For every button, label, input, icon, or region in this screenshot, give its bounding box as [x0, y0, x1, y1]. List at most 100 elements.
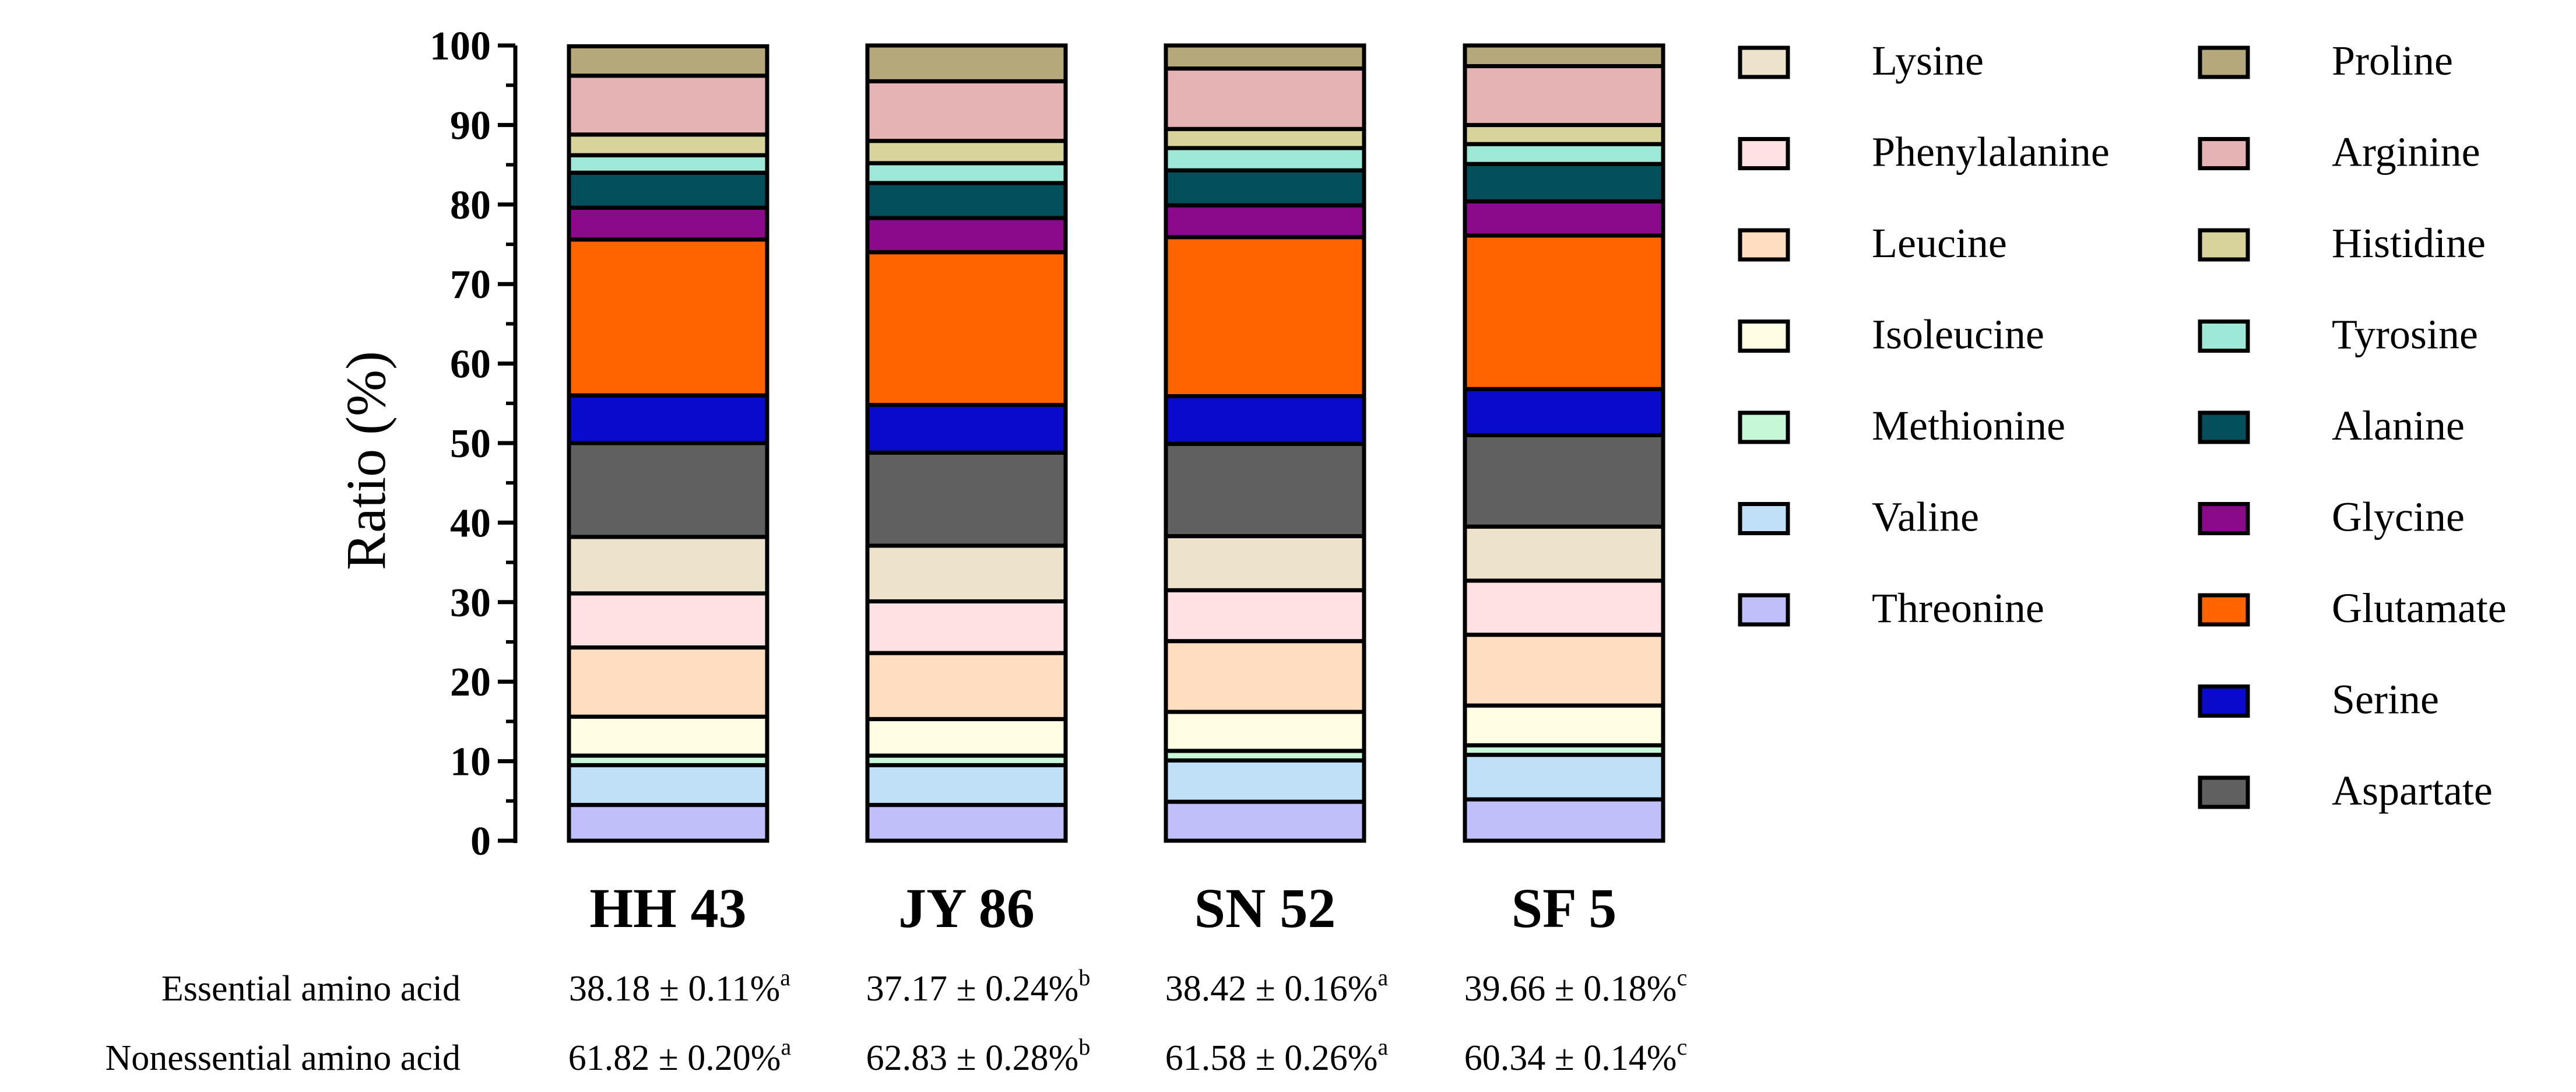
bar-segment-sf-5-alanine [1463, 161, 1665, 203]
stat-value: 38.42 ± 0.16%a [1165, 964, 1389, 1009]
category-label-hh-43: HH 43 [589, 877, 746, 939]
bar-segment-hh-43-arginine [567, 73, 769, 137]
legend-label-alanine: Alanine [2332, 402, 2465, 449]
bar-segment-hh-43-valine [567, 763, 769, 807]
bar-segment-sf-5-glutamate [1463, 233, 1665, 391]
bar-segment-sf-5-aspartate [1463, 433, 1665, 529]
legend-label-aspartate: Aspartate [2332, 767, 2493, 814]
bar-segment-sn-52-proline [1164, 43, 1366, 71]
bar-segment-sf-5-leucine [1463, 633, 1665, 708]
legend-label-phenylalanine: Phenylalanine [1872, 129, 2110, 175]
bar-segment-sn-52-glycine [1164, 203, 1366, 240]
stat-value: 38.18 ± 0.11%a [569, 964, 790, 1009]
bar-segment-sf-5-serine [1463, 387, 1665, 437]
bar-segment-sf-5-isoleucine [1463, 703, 1665, 747]
legend-swatch-isoleucine [1738, 319, 1790, 353]
bar-segment-sf-5-phenylalanine [1463, 578, 1665, 637]
legend-label-arginine: Arginine [2332, 129, 2480, 175]
y-tick-label: 100 [430, 24, 491, 69]
bar-segment-sn-52-serine [1164, 394, 1366, 446]
bar-segment-hh-43-glycine [567, 205, 769, 242]
y-tick-label: 10 [450, 740, 491, 785]
bar-segment-hh-43-tyrosine [567, 153, 769, 175]
legend-swatch-valine [1738, 502, 1790, 535]
legend-label-leucine: Leucine [1872, 220, 2007, 266]
bar-segment-jy-86-proline [865, 43, 1068, 83]
bar-segment-sf-5-tyrosine [1463, 142, 1665, 166]
stat-value: 61.82 ± 0.20%a [568, 1034, 792, 1078]
bar-segment-sn-52-histidine [1164, 127, 1366, 150]
bar-segment-hh-43-lysine [567, 535, 769, 596]
bar-segment-jy-86-arginine [865, 79, 1068, 143]
y-axis-label: Ratio (%) [335, 351, 397, 570]
legend-label-serine: Serine [2332, 676, 2439, 723]
bar-segment-sn-52-valine [1164, 758, 1366, 804]
bar-segment-jy-86-leucine [865, 651, 1068, 721]
legend-swatch-leucine [1738, 228, 1790, 262]
bar-segment-jy-86-glycine [865, 216, 1068, 255]
legend-swatch-tyrosine [2198, 319, 2250, 353]
legend-swatch-glycine [2198, 502, 2250, 535]
bar-segment-hh-43-phenylalanine [567, 591, 769, 650]
legend-label-glutamate: Glutamate [2332, 585, 2507, 631]
bar-segment-hh-43-serine [567, 393, 769, 445]
bar-segment-sn-52-phenylalanine [1164, 588, 1366, 644]
legend: Lysine Phenylalanine Leucine Isoleucine Meth… [1738, 37, 2507, 814]
legend-swatch-glutamate [2198, 593, 2250, 627]
summary-stats: Essential amino acid 38.18 ± 0.11%a 37.17 … [106, 964, 1688, 1078]
legend-swatch-aspartate [2198, 775, 2250, 809]
category-labels: HH 43 JY 86 SN 52 SF 5 [589, 877, 1616, 939]
category-label-sf-5: SF 5 [1512, 877, 1616, 939]
category-label-sn-52: SN 52 [1194, 877, 1336, 939]
bar-segment-sn-52-lysine [1164, 534, 1366, 592]
legend-label-threonine: Threonine [1872, 585, 2044, 631]
y-tick-label: 60 [450, 342, 491, 387]
bar-segment-hh-43-alanine [567, 170, 769, 210]
bar-segment-hh-43-aspartate [567, 441, 769, 539]
category-label-jy-86: JY 86 [898, 877, 1035, 939]
legend-label-histidine: Histidine [2332, 220, 2486, 266]
bar-segment-sn-52-tyrosine [1164, 146, 1366, 173]
y-tick-label: 0 [470, 819, 491, 864]
legend-label-valine: Valine [1872, 494, 1979, 540]
bar-segment-jy-86-threonine [865, 803, 1068, 843]
legend-label-methionine: Methionine [1872, 402, 2065, 449]
legend-swatch-lysine [1738, 45, 1790, 79]
bar-segment-sf-5-threonine [1463, 797, 1665, 843]
legend-label-lysine: Lysine [1872, 37, 1984, 84]
legend-swatch-threonine [1738, 593, 1790, 627]
bar-segment-hh-43-leucine [567, 645, 769, 719]
legend-label-proline: Proline [2332, 37, 2453, 84]
bar-segment-sf-5-proline [1463, 43, 1665, 68]
y-tick-label: 20 [450, 660, 491, 705]
bar-segment-jy-86-serine [865, 403, 1068, 455]
legend-swatch-alanine [2198, 410, 2250, 444]
bar-segment-hh-43-threonine [567, 803, 769, 843]
stat-row-label: Nonessential amino acid [106, 1038, 461, 1078]
stat-value: 62.83 ± 0.28%b [866, 1034, 1091, 1078]
bar-segment-jy-86-isoleucine [865, 717, 1068, 758]
bar-segment-sn-52-isoleucine [1164, 710, 1366, 753]
bar-segment-jy-86-valine [865, 763, 1068, 807]
stat-value: 61.58 ± 0.26%a [1165, 1034, 1389, 1078]
legend-swatch-phenylalanine [1738, 137, 1790, 170]
legend-swatch-histidine [2198, 228, 2250, 262]
bar-segment-sf-5-arginine [1463, 64, 1665, 127]
bar-segment-jy-86-glutamate [865, 250, 1068, 408]
bar-segment-jy-86-phenylalanine [865, 599, 1068, 655]
bar-segment-sn-52-leucine [1164, 639, 1366, 714]
bar-segment-sf-5-valine [1463, 753, 1665, 802]
y-tick-label: 50 [450, 422, 491, 466]
legend-swatch-methionine [1738, 410, 1790, 444]
bar-segment-hh-43-glutamate [567, 237, 769, 398]
y-tick-label: 30 [450, 581, 491, 626]
bar-segment-sn-52-glutamate [1164, 235, 1366, 399]
y-axis: 0 10 20 30 40 50 60 70 80 90 100 [430, 24, 518, 864]
stat-row-label: Essential amino acid [161, 969, 461, 1009]
bar-segment-hh-43-histidine [567, 132, 769, 157]
legend-label-tyrosine: Tyrosine [2332, 311, 2478, 358]
bar-segment-sn-52-threonine [1164, 799, 1366, 843]
bar-segment-jy-86-tyrosine [865, 161, 1068, 185]
bar-segment-jy-86-aspartate [865, 450, 1068, 548]
